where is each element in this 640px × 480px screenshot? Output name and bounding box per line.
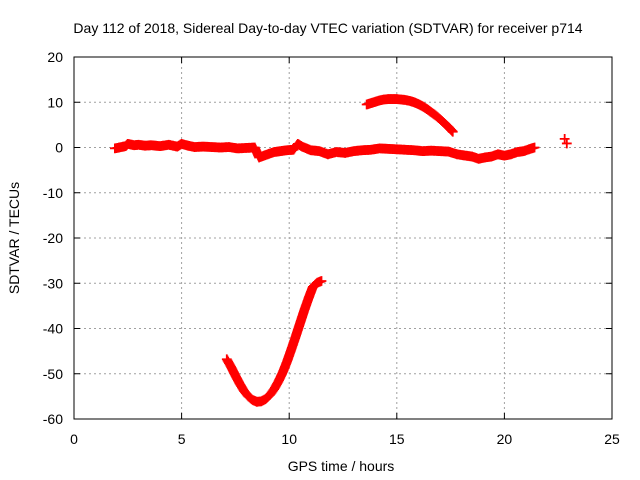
- y-axis-label: SDTVAR / TECUs: [6, 182, 22, 294]
- y-tick-label: 20: [47, 49, 63, 65]
- data-point: [561, 138, 572, 149]
- series-upper-arc: [361, 94, 458, 137]
- y-tick-label: -40: [43, 321, 63, 337]
- y-tick-label: 10: [47, 94, 63, 110]
- y-tick-label: -60: [43, 411, 63, 427]
- axis-ticks: [73, 56, 613, 420]
- x-tick-label: 15: [389, 431, 405, 447]
- y-tick-labels: -60 -50 -40 -30 -20 -10 0 10 20: [43, 49, 63, 427]
- grid-lines: [74, 57, 612, 419]
- x-tick-label: 20: [497, 431, 513, 447]
- x-tick-label: 10: [281, 431, 297, 447]
- data-points: [109, 94, 572, 407]
- x-tick-label: 25: [604, 431, 620, 447]
- y-tick-label: -20: [43, 230, 63, 246]
- x-tick-labels: 0 5 10 15 20 25: [70, 431, 620, 447]
- x-tick-label: 0: [70, 431, 78, 447]
- chart-title: Day 112 of 2018, Sidereal Day-to-day VTE…: [73, 20, 582, 36]
- y-tick-label: -50: [43, 366, 63, 382]
- y-tick-label: -30: [43, 275, 63, 291]
- series-isolated-points: [559, 134, 572, 149]
- x-axis-label: GPS time / hours: [288, 458, 395, 474]
- x-tick-label: 5: [178, 431, 186, 447]
- series-lower-curve: [221, 276, 327, 407]
- y-tick-label: 0: [55, 140, 63, 156]
- data-point: [529, 142, 540, 153]
- data-point: [447, 126, 458, 137]
- y-tick-label: -10: [43, 185, 63, 201]
- data-point: [316, 276, 327, 286]
- series-main-band: [109, 138, 540, 164]
